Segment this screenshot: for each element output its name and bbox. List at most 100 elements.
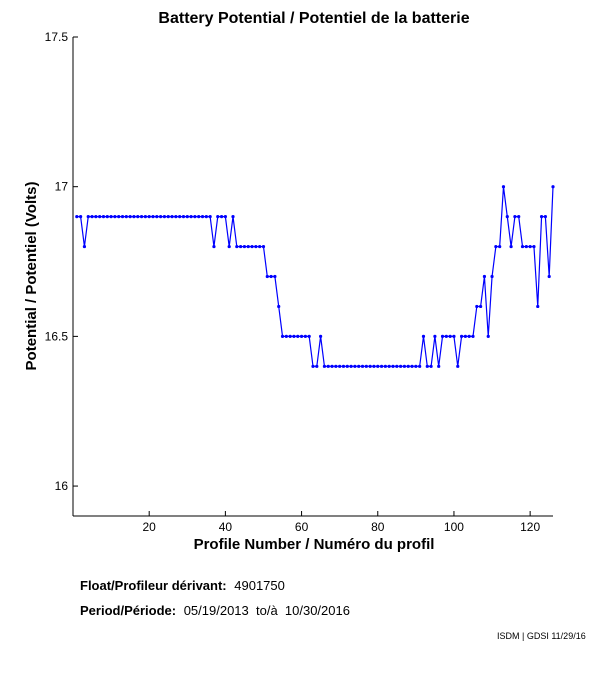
x-tick-label: 20 <box>143 520 157 534</box>
data-point <box>456 364 460 368</box>
data-point <box>520 244 525 249</box>
data-point <box>326 364 330 368</box>
data-point <box>120 215 125 219</box>
data-point <box>109 215 113 219</box>
data-point <box>204 215 208 219</box>
x-tick-label: 60 <box>295 520 309 534</box>
series-line <box>76 186 554 367</box>
data-point <box>94 215 98 219</box>
data-point <box>357 364 361 368</box>
data-point <box>494 244 498 249</box>
data-point <box>139 215 144 219</box>
data-point <box>524 244 528 249</box>
data-point <box>113 215 117 219</box>
battery-series <box>75 185 555 368</box>
data-point <box>311 364 315 368</box>
data-point <box>246 244 250 249</box>
data-point <box>387 364 391 368</box>
data-point <box>547 274 551 279</box>
credit-text: ISDM | GDSI 11/29/16 <box>497 631 586 641</box>
data-point <box>174 215 178 219</box>
data-point <box>155 215 159 219</box>
data-point <box>448 334 452 338</box>
data-point <box>437 364 441 368</box>
data-point <box>319 334 323 338</box>
data-point <box>296 334 300 338</box>
data-point <box>219 215 224 219</box>
float-info: Float/Profileur dérivant: 4901750 <box>80 578 285 593</box>
y-tick-label: 17.5 <box>45 30 69 44</box>
data-point <box>490 274 494 279</box>
data-point <box>185 215 189 219</box>
data-point <box>265 274 269 279</box>
data-point <box>193 215 197 219</box>
data-point <box>459 334 464 338</box>
data-point <box>86 215 90 219</box>
data-point <box>124 215 128 219</box>
data-point <box>159 215 163 219</box>
data-point <box>178 215 182 219</box>
y-tick-label: 16 <box>55 479 69 493</box>
data-point <box>368 364 372 368</box>
data-point <box>292 334 296 338</box>
float-label: Float/Profileur dérivant: <box>80 578 227 593</box>
data-point <box>223 215 227 219</box>
data-point <box>250 244 254 249</box>
data-point <box>231 215 235 219</box>
x-tick-label: 120 <box>520 520 540 534</box>
data-point <box>284 334 288 338</box>
data-point <box>90 215 94 219</box>
data-point <box>486 334 490 338</box>
data-point <box>288 334 292 338</box>
data-point <box>227 244 231 249</box>
data-point <box>197 215 201 219</box>
data-point <box>399 364 403 368</box>
data-point <box>117 215 121 219</box>
data-point <box>181 215 186 219</box>
data-point <box>402 364 407 368</box>
data-point <box>261 244 266 249</box>
float-value: 4901750 <box>234 578 285 593</box>
data-point <box>75 215 79 219</box>
data-point <box>216 215 220 219</box>
data-point <box>334 364 338 368</box>
data-point <box>433 334 437 338</box>
data-point <box>379 364 384 368</box>
x-tick-label: 100 <box>444 520 464 534</box>
data-point <box>307 334 311 338</box>
data-point <box>322 364 327 368</box>
data-point <box>364 364 368 368</box>
data-point <box>414 364 418 368</box>
data-point <box>345 364 349 368</box>
data-point <box>444 334 448 338</box>
data-point <box>406 364 410 368</box>
data-point <box>353 364 357 368</box>
y-tick-label: 17 <box>55 180 69 194</box>
chart-title: Battery Potential / Potentiel de la batt… <box>158 10 469 27</box>
data-point <box>269 274 273 279</box>
data-point <box>360 364 365 368</box>
data-point <box>543 215 547 219</box>
data-point <box>341 364 346 368</box>
data-point <box>235 244 239 249</box>
data-point <box>303 334 307 338</box>
data-point <box>528 244 532 249</box>
axes <box>72 37 553 517</box>
data-point <box>410 364 414 368</box>
data-point <box>395 364 399 368</box>
data-point <box>479 304 483 309</box>
data-point <box>513 215 517 219</box>
data-point <box>79 215 83 219</box>
data-point <box>132 215 136 219</box>
data-point <box>170 215 174 219</box>
data-point <box>539 215 544 219</box>
data-point <box>376 364 380 368</box>
data-point <box>280 334 285 338</box>
data-point <box>467 334 471 338</box>
data-point <box>505 215 509 219</box>
data-point <box>418 364 422 368</box>
data-point <box>330 364 334 368</box>
period-info: Period/Période: 05/19/2013 to/à 10/30/20… <box>80 603 350 618</box>
data-point <box>482 274 487 279</box>
